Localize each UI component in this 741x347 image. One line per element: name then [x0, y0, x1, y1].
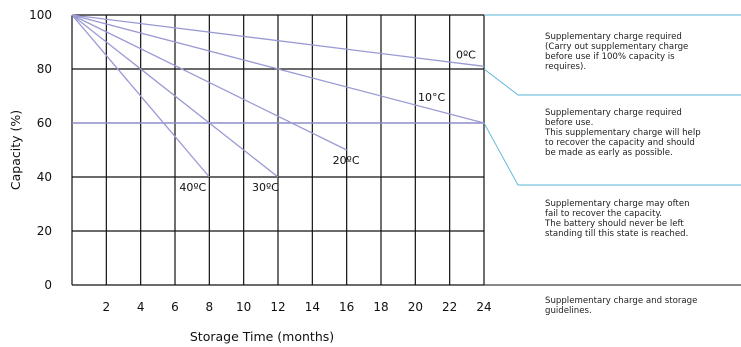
x-tick-label: 20	[408, 300, 423, 314]
annotation-line: guidelines.	[545, 306, 592, 316]
x-tick-label: 18	[373, 300, 388, 314]
annotation-line: fail to recover the capacity.	[545, 209, 663, 219]
x-tick-label: 10	[236, 300, 251, 314]
annotation-line: before use if 100% capacity is	[545, 52, 675, 62]
x-tick-label: 4	[137, 300, 145, 314]
zone-leader-line	[483, 68, 741, 96]
series-lines: 0ºC 10°C 20ºC 30ºC 40ºC	[71, 14, 485, 194]
series-line	[71, 14, 485, 124]
x-tick-label: 12	[270, 300, 285, 314]
y-axis-title: Capacity (%)	[8, 110, 23, 190]
series-label: 30ºC	[252, 181, 279, 194]
x-tick-label: 24	[476, 300, 491, 314]
y-tick-label: 80	[37, 62, 52, 76]
x-tick-label: 14	[305, 300, 320, 314]
series-line	[71, 14, 279, 178]
grid	[71, 14, 485, 286]
x-axis-title: Storage Time (months)	[190, 329, 334, 344]
annotation-line: This supplementary charge will help	[545, 128, 701, 138]
annotation-zone: Supplementary charge may often fail to re…	[545, 199, 735, 239]
annotation-line: standing till this state is reached.	[545, 229, 689, 239]
annotation-line: Supplementary charge and storage	[545, 296, 698, 306]
annotation-line: Supplementary charge required	[545, 108, 682, 118]
y-tick-label: 40	[37, 170, 52, 184]
annotation-zone: Supplementary charge required before use.…	[545, 108, 735, 158]
annotation-line: be made as early as possible.	[545, 148, 673, 158]
annotation-line: to recover the capacity and should	[545, 138, 695, 148]
annotation-zone: Supplementary charge required (Carry out …	[545, 32, 735, 72]
series-label: 10°C	[418, 91, 445, 104]
x-tick-label: 2	[103, 300, 111, 314]
series-label: 40ºC	[179, 181, 206, 194]
x-tick-label: 16	[339, 300, 354, 314]
series-label: 20ºC	[333, 154, 360, 167]
x-tick-label: 6	[171, 300, 179, 314]
series-line	[71, 14, 485, 67]
series-line	[71, 14, 210, 178]
annotation-zone: Supplementary charge and storage guidelin…	[545, 296, 735, 316]
y-tick-label: 100	[29, 8, 52, 22]
annotation-line: The battery should never be left	[545, 219, 684, 229]
y-tick-label: 0	[44, 278, 52, 292]
series-line	[71, 14, 347, 151]
x-tick-label: 8	[206, 300, 214, 314]
annotation-line: Supplementary charge required	[545, 32, 682, 42]
y-tick-label: 60	[37, 116, 52, 130]
annotation-line: before use.	[545, 118, 594, 128]
x-tick-label: 22	[442, 300, 457, 314]
y-tick-label: 20	[37, 224, 52, 238]
annotation-line: requires).	[545, 62, 587, 72]
annotation-line: Supplementary charge may often	[545, 199, 690, 209]
reference-lines	[483, 14, 741, 286]
series-label: 0ºC	[456, 48, 476, 61]
annotation-line: (Carry out supplementary charge	[545, 42, 689, 52]
zone-leader-line	[483, 122, 741, 186]
